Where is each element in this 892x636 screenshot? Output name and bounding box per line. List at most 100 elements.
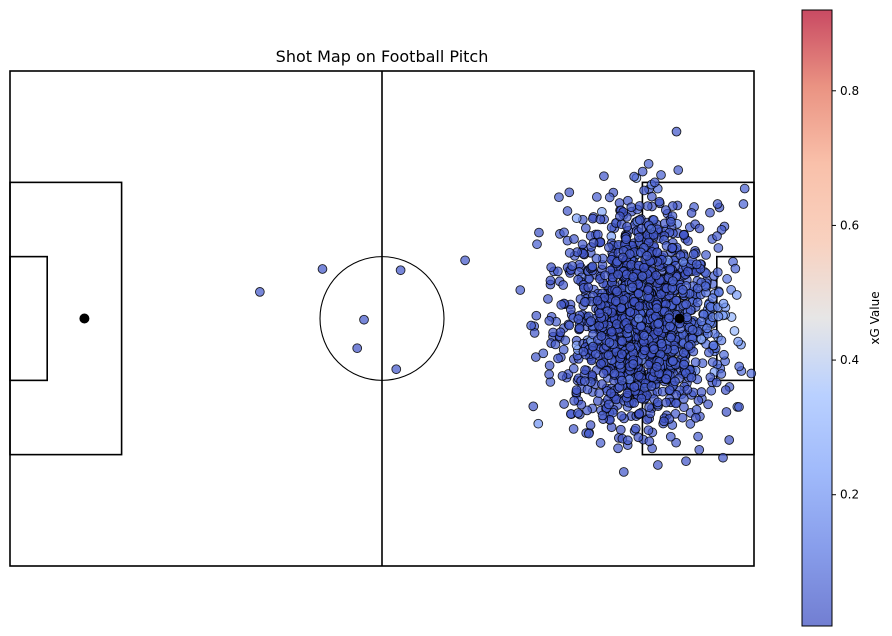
shot-point <box>460 255 470 266</box>
shot-point <box>679 359 689 370</box>
shot-point <box>528 401 539 412</box>
shot-point <box>596 331 607 341</box>
shot-markers <box>255 126 757 477</box>
shot-point <box>560 335 571 346</box>
shot-point <box>653 397 663 408</box>
shot-point <box>693 431 703 442</box>
shot-point <box>716 335 727 346</box>
shot-point <box>571 213 582 224</box>
shot-point <box>642 251 652 261</box>
shot-point <box>558 280 569 290</box>
shot-point <box>565 304 576 315</box>
shot-point <box>606 388 616 399</box>
shot-point <box>686 372 697 383</box>
shot-point <box>687 324 698 335</box>
shot-point <box>622 435 633 446</box>
shot-point <box>584 428 594 439</box>
shot-point <box>702 323 712 334</box>
shot-point <box>594 308 605 319</box>
shot-point <box>531 310 542 321</box>
shot-point <box>603 399 614 410</box>
left-penalty-area <box>9 181 123 456</box>
colorbar: 0.2 0.4 0.6 0.8 xG Value <box>801 9 882 627</box>
shot-point <box>711 377 722 388</box>
shot-point <box>639 262 649 273</box>
shot-point <box>582 405 592 416</box>
shot-point <box>604 192 615 203</box>
chart-title: Shot Map on Football Pitch <box>276 47 489 66</box>
shot-point <box>515 285 526 295</box>
colorbar-label: xG Value <box>868 291 882 344</box>
shot-point <box>671 398 681 409</box>
shot-point <box>643 425 654 436</box>
shot-point <box>661 397 671 408</box>
shot-point <box>688 249 699 260</box>
shot-point <box>564 247 575 258</box>
shot-point <box>665 264 676 274</box>
shot-point <box>664 385 675 395</box>
shot-point <box>671 295 681 306</box>
shot-point <box>694 444 705 455</box>
shot-point <box>574 323 585 334</box>
shot-point <box>604 337 615 348</box>
shot-point <box>683 341 694 352</box>
shot-point <box>615 424 626 435</box>
shot-point <box>596 358 606 369</box>
shot-point <box>532 239 542 250</box>
shot-point <box>534 227 544 238</box>
shot-point <box>617 336 627 347</box>
shot-point <box>577 239 588 250</box>
shot-point <box>255 287 265 297</box>
shot-point <box>628 272 639 282</box>
shot-point <box>595 214 606 225</box>
shot-point <box>615 211 625 222</box>
shot-point <box>627 282 638 293</box>
shot-point <box>643 285 653 295</box>
shot-point <box>594 320 604 331</box>
shot-point <box>670 376 680 387</box>
shot-point <box>634 301 645 312</box>
shot-point <box>637 166 648 177</box>
shot-point <box>391 364 402 375</box>
shot-point <box>545 275 556 286</box>
shot-point <box>656 338 667 349</box>
shot-point <box>628 359 639 369</box>
shot-point <box>678 394 689 404</box>
shot-point <box>555 327 566 338</box>
shot-point <box>651 362 662 372</box>
shot-point <box>618 294 629 305</box>
shot-point <box>694 223 705 234</box>
shot-point <box>656 289 666 300</box>
shot-point <box>701 250 711 260</box>
shot-point <box>730 263 741 274</box>
shot-point <box>660 205 671 215</box>
shot-point <box>666 216 676 227</box>
shot-point <box>659 416 669 427</box>
shot-point <box>622 221 632 232</box>
shot-point <box>616 349 627 360</box>
shot-point <box>598 368 609 379</box>
shot-point <box>712 231 722 242</box>
shot-point <box>580 223 591 234</box>
shot-point <box>691 404 702 415</box>
shot-point <box>625 342 636 352</box>
shot-point <box>626 202 637 213</box>
shot-point <box>612 286 622 297</box>
shot-point <box>633 313 644 324</box>
shot-point <box>677 412 688 423</box>
shot-point <box>546 262 557 273</box>
shot-point <box>637 271 648 282</box>
colorbar-tick-label: 0.4 <box>840 353 859 367</box>
shot-point <box>634 408 645 419</box>
colorbar-gradient <box>802 10 832 626</box>
shot-point <box>653 460 663 470</box>
shot-point <box>665 431 676 442</box>
shot-point <box>625 307 636 317</box>
shot-point <box>609 368 620 379</box>
shot-point <box>606 326 617 337</box>
shot-point <box>685 419 696 429</box>
shot-point <box>651 270 661 281</box>
shot-point <box>690 412 701 423</box>
shot-point <box>734 402 744 412</box>
